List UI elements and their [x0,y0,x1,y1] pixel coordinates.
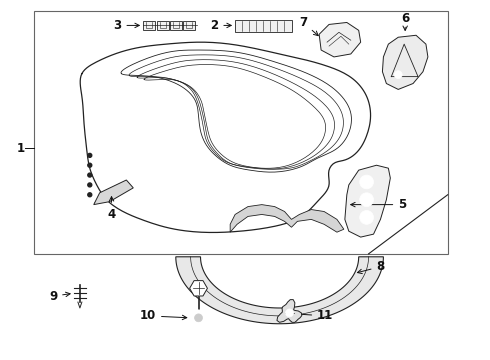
Circle shape [88,173,92,177]
Text: 9: 9 [49,290,70,303]
Polygon shape [176,257,383,324]
Circle shape [394,71,402,78]
Text: 10: 10 [140,309,187,322]
Text: 3: 3 [113,19,139,32]
Circle shape [360,175,373,189]
Circle shape [88,163,92,167]
Bar [183,21,195,30]
Text: 5: 5 [351,198,407,211]
Polygon shape [94,180,133,204]
Bar [170,21,182,30]
Polygon shape [382,35,428,89]
Text: 2: 2 [210,19,231,32]
Circle shape [75,275,85,285]
Text: 8: 8 [358,260,385,274]
Bar [143,21,155,30]
Polygon shape [345,165,391,237]
Text: 7: 7 [299,16,318,36]
Bar [157,21,169,30]
Text: 11: 11 [283,309,333,322]
Circle shape [88,193,92,197]
Bar [235,19,293,32]
Polygon shape [230,204,344,232]
Text: 6: 6 [401,12,409,25]
Polygon shape [277,300,302,323]
Circle shape [286,309,294,317]
Circle shape [360,211,373,224]
Circle shape [88,153,92,157]
Polygon shape [190,281,207,296]
Polygon shape [319,22,361,57]
Text: 4: 4 [107,197,116,221]
Bar [34,11,448,254]
Circle shape [88,183,92,187]
Text: 1: 1 [17,142,24,155]
Circle shape [195,314,202,322]
Circle shape [191,310,206,326]
Circle shape [360,193,373,207]
